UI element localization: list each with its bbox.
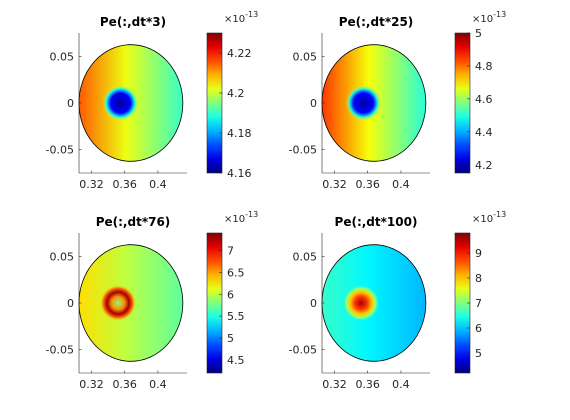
panel-4: 0.32 0.36 0.4 0.05 0 -0.05 Pe(:,dt*100) 5 6 7 8 9 ×1… bbox=[289, 210, 507, 391]
y-tick-label: 0.05 bbox=[50, 50, 75, 63]
y-tick-label: 0.05 bbox=[293, 50, 318, 63]
colorbar-tick-label: 4.22 bbox=[227, 47, 252, 60]
x-tick-label: 0.4 bbox=[392, 178, 410, 191]
x-tick-label: 0.36 bbox=[112, 378, 137, 391]
y-tick-label: 0 bbox=[310, 297, 317, 310]
x-tick-label: 0.4 bbox=[392, 378, 410, 391]
colorbar-tick-label: 7 bbox=[475, 297, 482, 310]
colorbar bbox=[206, 32, 223, 174]
x-tick-label: 0.32 bbox=[79, 178, 104, 191]
panel-1: 0.32 0.36 0.4 0.05 0 -0.05 Pe(:,dt*3) 4.16 4.18 4… bbox=[46, 10, 259, 191]
colorbar-exponent: ×10-13 bbox=[224, 10, 258, 25]
colorbar-tick-label: 4.4 bbox=[475, 126, 493, 139]
x-tick-label: 0.4 bbox=[149, 178, 167, 191]
colorbar-tick-label: 4.18 bbox=[227, 127, 252, 140]
x-tick-label: 0.32 bbox=[322, 378, 347, 391]
colorbar bbox=[206, 232, 223, 374]
field-spot bbox=[342, 284, 380, 322]
colorbar-tick-label: 5 bbox=[475, 27, 482, 40]
colorbar-tick-label: 6 bbox=[475, 322, 482, 335]
y-tick-label: -0.05 bbox=[46, 144, 74, 157]
colorbar-exponent: ×10-13 bbox=[472, 210, 506, 225]
x-tick-label: 0.36 bbox=[355, 378, 380, 391]
x-tick-label: 0.36 bbox=[112, 178, 137, 191]
panel-2: 0.32 0.36 0.4 0.05 0 -0.05 Pe(:,dt*25) 4.2 4.4 4.… bbox=[289, 10, 507, 191]
panel-title: Pe(:,dt*25) bbox=[339, 15, 414, 29]
colorbar-tick-label: 4.2 bbox=[227, 87, 245, 100]
colorbar-tick-label: 6.5 bbox=[227, 266, 245, 279]
y-tick-label: -0.05 bbox=[289, 144, 317, 157]
x-tick-label: 0.36 bbox=[355, 178, 380, 191]
colorbar-tick-label: 6 bbox=[227, 288, 234, 301]
y-tick-label: 0 bbox=[67, 97, 74, 110]
field-spot bbox=[345, 85, 382, 121]
colorbar-tick-label: 4.5 bbox=[227, 354, 245, 367]
colorbar-tick-label: 9 bbox=[475, 247, 482, 260]
x-tick-label: 0.4 bbox=[149, 378, 167, 391]
y-tick-label: -0.05 bbox=[46, 344, 74, 357]
x-tick-label: 0.32 bbox=[79, 378, 104, 391]
colorbar-tick-label: 5.5 bbox=[227, 310, 245, 323]
field-spot bbox=[102, 85, 139, 121]
x-tick-label: 0.32 bbox=[322, 178, 347, 191]
colorbar bbox=[454, 32, 471, 174]
panel-3: 0.32 0.36 0.4 0.05 0 -0.05 Pe(:,dt*76) 4.5 5 5.5 6… bbox=[46, 210, 259, 391]
y-tick-label: 0.05 bbox=[50, 250, 75, 263]
colorbar-exponent: ×10-13 bbox=[472, 10, 506, 25]
colorbar-tick-label: 8 bbox=[475, 272, 482, 285]
colorbar-tick-label: 4.8 bbox=[475, 60, 493, 73]
colorbar-tick-label: 4.2 bbox=[475, 159, 493, 172]
colorbar-tick-label: 7 bbox=[227, 245, 234, 258]
colorbar-tick-label: 4.6 bbox=[475, 93, 493, 106]
panel-title: Pe(:,dt*3) bbox=[100, 15, 166, 29]
y-tick-label: 0 bbox=[310, 97, 317, 110]
colorbar-exponent: ×10-13 bbox=[224, 210, 258, 225]
y-tick-label: 0 bbox=[67, 297, 74, 310]
colorbar-tick-label: 5 bbox=[475, 347, 482, 360]
y-tick-label: -0.05 bbox=[289, 344, 317, 357]
panel-title: Pe(:,dt*76) bbox=[96, 215, 171, 229]
field-spot bbox=[99, 284, 137, 322]
colorbar-tick-label: 4.16 bbox=[227, 167, 252, 180]
colorbar-tick-label: 5 bbox=[227, 332, 234, 345]
panel-title: Pe(:,dt*100) bbox=[335, 215, 418, 229]
y-tick-label: 0.05 bbox=[293, 250, 318, 263]
